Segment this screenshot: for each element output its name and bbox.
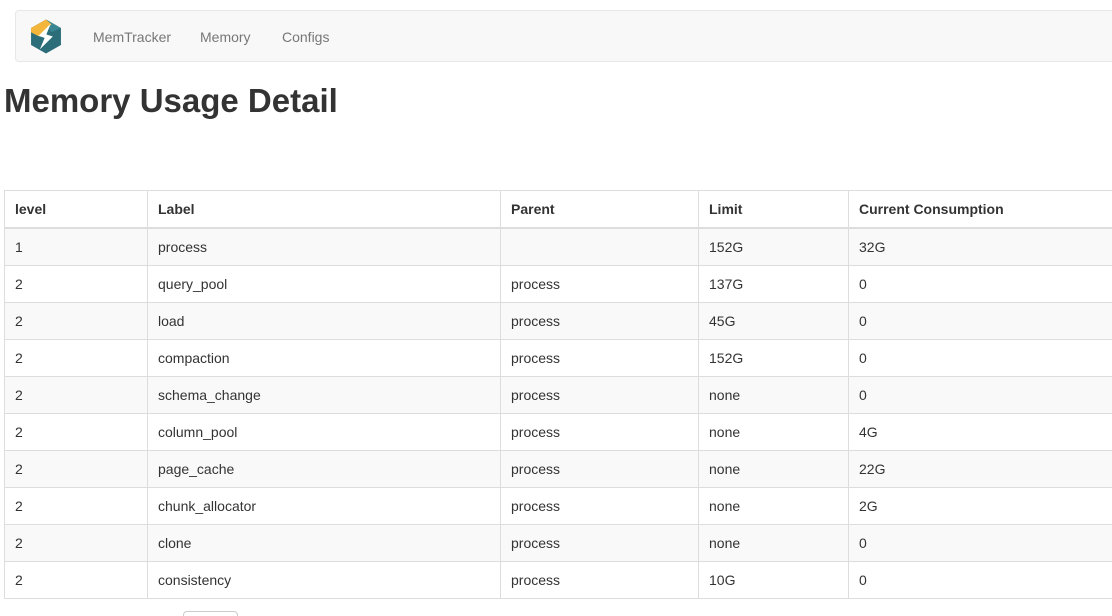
memtracker-logo-icon: [31, 19, 61, 54]
table-cell: 4G: [848, 413, 1112, 451]
table-cell: load: [147, 302, 501, 340]
table-cell: none: [698, 450, 849, 488]
table-cell: clone: [147, 524, 501, 562]
table-row: 1 process 152G 32G: [4, 227, 1112, 266]
table-cell: process: [500, 524, 699, 562]
table-cell: process: [500, 376, 699, 414]
table-cell: 45G: [698, 302, 849, 340]
bottom-cutoff-button[interactable]: [183, 611, 238, 616]
table-cell: chunk_allocator: [147, 487, 501, 525]
table-cell: 137G: [698, 265, 849, 303]
table-row: 2 load process 45G 0: [4, 302, 1112, 340]
table-cell: none: [698, 376, 849, 414]
table-cell: 0: [848, 302, 1112, 340]
table-cell: 0: [848, 561, 1112, 599]
table-body: 1 process 152G 32G 2 query_pool process 137G 0 2 l…: [4, 227, 1112, 599]
table-cell: 0: [848, 339, 1112, 377]
table-cell: 2: [4, 524, 148, 562]
table-cell: process: [500, 265, 699, 303]
table-row: 2 column_pool process none 4G: [4, 413, 1112, 451]
table-cell: 2: [4, 413, 148, 451]
nav-link-memory[interactable]: Memory: [200, 29, 251, 45]
table-cell: 0: [848, 376, 1112, 414]
column-header-limit: Limit: [698, 190, 849, 229]
table-cell: 32G: [848, 227, 1112, 266]
column-header-level: level: [4, 190, 148, 229]
table-cell: none: [698, 487, 849, 525]
table-cell: process: [147, 227, 501, 266]
column-header-label: Label: [147, 190, 501, 229]
logo-yellow-band: [31, 19, 52, 37]
column-header-current-consumption: Current Consumption: [848, 190, 1112, 229]
table-cell: process: [500, 339, 699, 377]
table-cell: 2: [4, 450, 148, 488]
table-cell: 0: [848, 524, 1112, 562]
table-cell: 2: [4, 265, 148, 303]
table-cell: 2: [4, 339, 148, 377]
table-cell: 22G: [848, 450, 1112, 488]
table-cell: 2G: [848, 487, 1112, 525]
table-cell: none: [698, 524, 849, 562]
table-cell: 2: [4, 302, 148, 340]
table-cell: process: [500, 487, 699, 525]
table-cell: 1: [4, 227, 148, 266]
table-cell: process: [500, 561, 699, 599]
table-cell: compaction: [147, 339, 501, 377]
table-cell: process: [500, 450, 699, 488]
memory-usage-table: level Label Parent Limit Current Consumption…: [4, 190, 1112, 599]
table-cell: 0: [848, 265, 1112, 303]
table-cell: 2: [4, 561, 148, 599]
table-row: 2 query_pool process 137G 0: [4, 265, 1112, 303]
table-cell: column_pool: [147, 413, 501, 451]
logo-facet: [46, 19, 61, 33]
page-title: Memory Usage Detail: [4, 82, 338, 119]
column-header-parent: Parent: [500, 190, 699, 229]
table-row: 2 schema_change process none 0: [4, 376, 1112, 414]
table-cell: process: [500, 302, 699, 340]
table-cell: process: [500, 413, 699, 451]
table-cell: 2: [4, 376, 148, 414]
table-row: 2 clone process none 0: [4, 524, 1112, 562]
table-cell: 152G: [698, 227, 849, 266]
nav-link-configs[interactable]: Configs: [282, 29, 330, 45]
navbar-brand-memtracker[interactable]: MemTracker: [93, 29, 172, 45]
logo-lightning-bolt: [38, 23, 53, 50]
table-row: 2 consistency process 10G 0: [4, 561, 1112, 599]
table-cell: query_pool: [147, 265, 501, 303]
table-cell: page_cache: [147, 450, 501, 488]
table-header-row: level Label Parent Limit Current Consumption: [4, 190, 1112, 229]
table-cell: schema_change: [147, 376, 501, 414]
navbar: MemTracker Memory Configs: [15, 10, 1112, 62]
table-row: 2 page_cache process none 22G: [4, 450, 1112, 488]
table-cell: 2: [4, 487, 148, 525]
table-cell: 152G: [698, 339, 849, 377]
table-row: 2 compaction process 152G 0: [4, 339, 1112, 377]
table-cell: 10G: [698, 561, 849, 599]
table-cell: [500, 227, 699, 266]
table-row: 2 chunk_allocator process none 2G: [4, 487, 1112, 525]
table-cell: none: [698, 413, 849, 451]
table-cell: consistency: [147, 561, 501, 599]
